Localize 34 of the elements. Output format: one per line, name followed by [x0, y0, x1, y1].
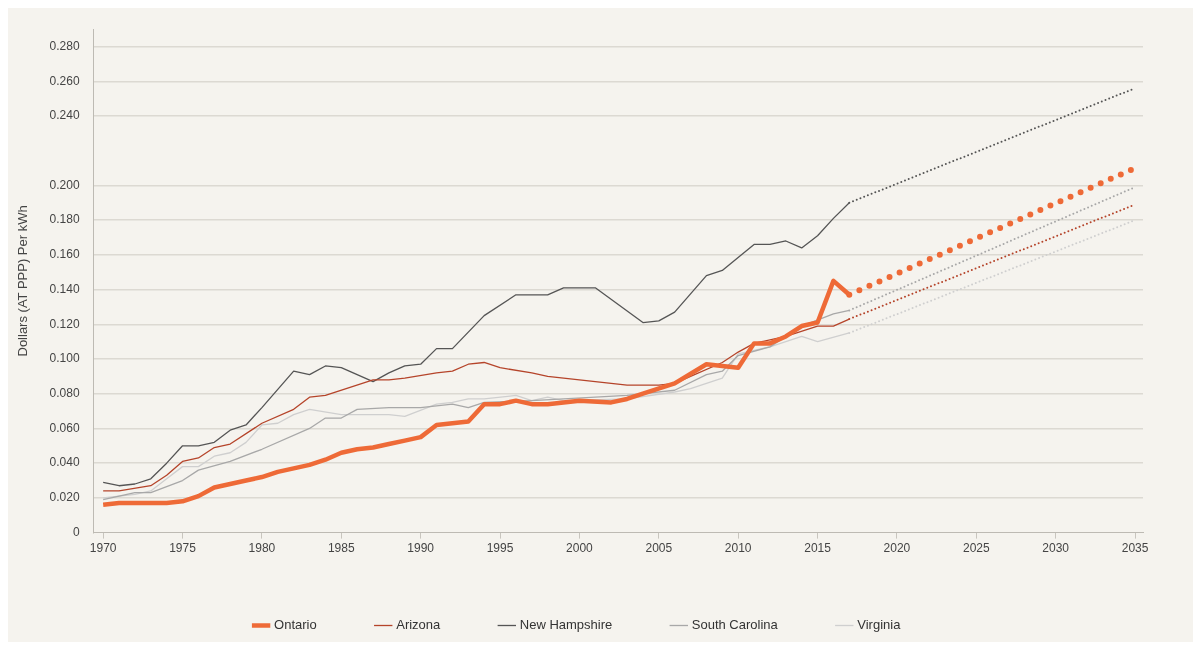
y-axis-title: Dollars (AT PPP) Per kWh	[15, 205, 31, 357]
x-tick-label: 2035	[1121, 541, 1149, 556]
y-tick-label: 0.280	[49, 38, 80, 53]
y-tick-label: 0.020	[49, 490, 80, 505]
y-tick-label: 0.060	[49, 420, 80, 435]
y-tick-label: 0.100	[49, 351, 80, 366]
y-tick-label: 0.040	[49, 455, 80, 470]
y-tick-label: 0.180	[49, 212, 80, 227]
x-tick-label: 1995	[486, 541, 514, 556]
y-tick-label: 0.120	[49, 316, 80, 331]
legend-label: Ontario	[274, 617, 317, 633]
y-tick-label: 0.160	[49, 247, 80, 262]
x-tick-label: 1970	[89, 541, 117, 556]
legend-label: New Hampshire	[519, 617, 613, 633]
x-tick-label: 2000	[566, 541, 594, 556]
x-tick-label: 1980	[248, 541, 276, 556]
x-tick-label: 2020	[883, 541, 911, 556]
y-tick-label: 0.200	[49, 177, 80, 192]
x-tick-label: 1990	[407, 541, 435, 556]
legend-label: South Carolina	[691, 617, 779, 633]
x-tick-label: 1975	[169, 541, 197, 556]
y-tick-label: 0.140	[49, 281, 80, 296]
x-tick-label: 2015	[804, 541, 832, 556]
legend-label: Virginia	[857, 617, 902, 633]
x-tick-label: 2025	[962, 541, 990, 556]
x-tick-label: 2010	[724, 541, 752, 556]
x-tick-label: 1985	[327, 541, 355, 556]
legend-label: Arizona	[396, 617, 442, 633]
y-tick-label: 0.240	[49, 108, 80, 123]
x-tick-label: 2030	[1042, 541, 1070, 556]
x-tick-label: 2005	[645, 541, 673, 556]
y-tick-label: 0.080	[49, 386, 80, 401]
y-tick-label: 0	[72, 524, 80, 539]
y-tick-label: 0.260	[49, 73, 80, 88]
